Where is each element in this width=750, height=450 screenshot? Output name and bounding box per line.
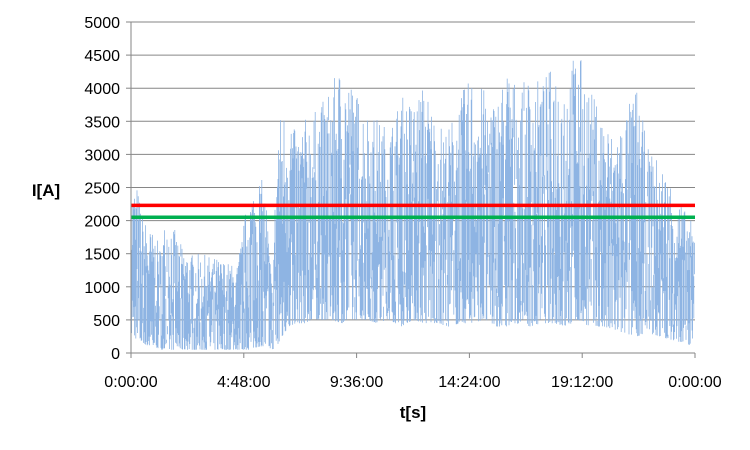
x-tick-labels: 0:00:00 4:48:00 9:36:00 14:24:00 19:12:00 0:0… — [104, 374, 721, 391]
y-tick-label: 1500 — [84, 247, 120, 264]
y-axis-title: I[A] — [32, 181, 60, 200]
x-tick-label: 9:36:00 — [330, 374, 383, 391]
axes — [126, 21, 696, 358]
x-tick-label: 19:12:00 — [551, 374, 613, 391]
y-tick-label: 2000 — [84, 214, 120, 231]
y-tick-label: 3000 — [84, 147, 120, 164]
x-tick-label: 4:48:00 — [217, 374, 270, 391]
y-tick-labels: 0 500 1000 1500 2000 2500 3000 3500 4000 4500 5000 — [84, 15, 120, 363]
reference-lines — [131, 203, 695, 220]
x-tick-label: 0:00:00 — [668, 374, 721, 391]
y-tick-label: 0 — [111, 346, 120, 363]
y-tick-label: 4000 — [84, 81, 120, 98]
y-tick-label: 3500 — [84, 114, 120, 131]
x-axis-title: t[s] — [400, 403, 426, 422]
y-tick-label: 500 — [93, 313, 120, 330]
y-tick-label: 4500 — [84, 48, 120, 65]
x-tick-label: 0:00:00 — [104, 374, 157, 391]
y-tick-label: 5000 — [84, 15, 120, 32]
y-tick-label: 2500 — [84, 181, 120, 198]
x-tick-label: 14:24:00 — [438, 374, 500, 391]
y-tick-label: 1000 — [84, 280, 120, 297]
